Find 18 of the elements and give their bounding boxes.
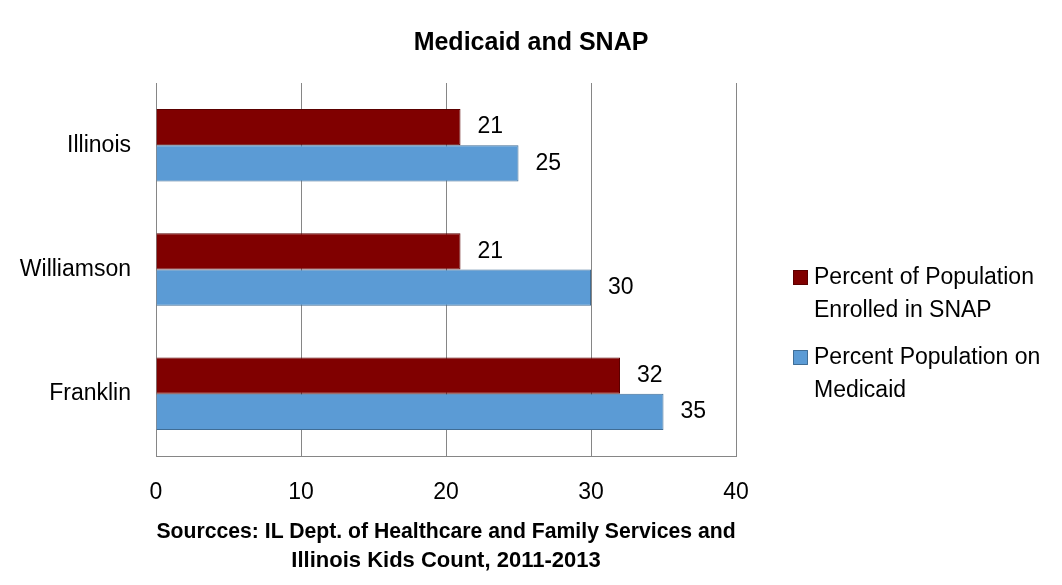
y-tick-label: Illinois [67,130,131,157]
data-label: 21 [477,236,504,263]
x-axis-title: Sourcces: IL Dept. of Healthcare and Family Services and Illinois Kids Count, 2011-2013 [156,517,736,572]
x-tick-label: 20 [433,478,459,505]
x-tick-label: 0 [149,478,163,505]
data-label: 25 [535,148,562,175]
data-label: 32 [637,361,663,388]
x-tick-label: 30 [578,478,604,505]
legend-label: Percent Population on Medicaid [814,342,1041,402]
y-tick-label: Williamson [19,254,131,281]
data-label: 21 [477,112,504,139]
data-label: 30 [608,272,634,299]
legend-label: Percent of Population Enrolled in SNAP [814,262,1034,322]
x-tick-label: 40 [723,478,749,505]
x-tick-label: 10 [288,478,314,505]
data-label: 35 [680,397,707,424]
chart-title: Medicaid and SNAP [413,26,649,55]
y-tick-label: Franklin [49,379,131,406]
